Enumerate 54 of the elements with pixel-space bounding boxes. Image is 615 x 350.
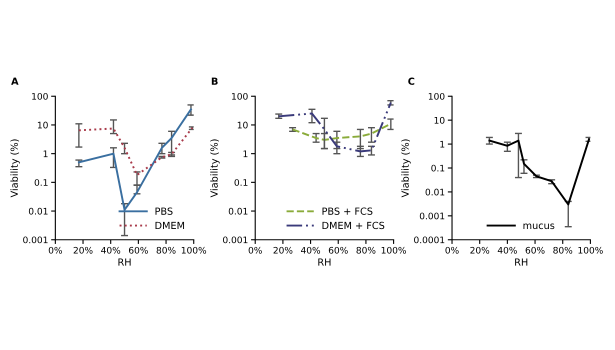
y-tick-label: 0.01 [28, 208, 48, 215]
x-axis-title: RH [118, 258, 131, 266]
x-tick-label: 100% [578, 246, 603, 254]
legend-label: DMEM [156, 222, 184, 229]
x-tick-label: 100% [382, 246, 406, 254]
y-tick-label: 10 [238, 122, 248, 129]
legend-label: mucus [523, 224, 554, 230]
x-tick-label: 40% [101, 246, 120, 254]
x-tick-label: 100% [182, 246, 206, 254]
y-tick-label: 0.001 [23, 236, 48, 244]
legend-label: PBS + FCS [322, 207, 372, 215]
y-tick-label: 100 [232, 92, 248, 100]
y-tick-label: 100 [32, 92, 48, 100]
x-tick-label: 20% [74, 246, 93, 254]
y-tick-label: 0.1 [234, 179, 248, 186]
x-tick-label: 80% [553, 246, 572, 254]
x-tick-label: 80% [156, 246, 176, 254]
y-tick-label: 0.1 [34, 179, 48, 186]
x-tick-label: 60% [128, 246, 148, 254]
x-tick-label: 40% [300, 246, 320, 254]
y-tick-label: 1 [244, 150, 248, 158]
x-tick-label: 0% [248, 246, 262, 254]
y-tick-label: 100 [428, 92, 444, 100]
legend-label: PBS [156, 207, 173, 215]
y-tick-label: 1 [44, 150, 48, 158]
x-tick-label: 0% [445, 246, 459, 254]
x-axis-title: RH [515, 258, 528, 266]
y-tick-label: 0.01 [228, 208, 248, 215]
line-series [78, 126, 194, 176]
x-tick-label: 20% [470, 246, 490, 254]
x-axis-title: RH [318, 258, 330, 266]
line-series [278, 102, 392, 152]
y-tick-label: 0.001 [420, 212, 444, 220]
legend-label: DMEM + FCS [322, 222, 384, 230]
y-tick-label: 0.01 [426, 188, 444, 196]
y-tick-label: 0.1 [431, 164, 444, 172]
text: C [408, 78, 414, 85]
y-axis-title: Viability (%) [210, 139, 220, 198]
x-tick-label: 20% [274, 246, 292, 254]
text: B [212, 78, 218, 85]
y-axis-title: Viability (%) [401, 139, 411, 198]
y-tick-label: 0.001 [223, 236, 248, 244]
x-tick-label: 60% [328, 246, 348, 254]
x-tick-label: 60% [526, 246, 545, 254]
y-axis-title: Viability (%) [10, 139, 20, 198]
x-tick-label: 0% [48, 246, 62, 254]
y-tick-label: 10 [434, 116, 444, 124]
y-tick-label: 0.0001 [414, 236, 444, 244]
line-series [488, 138, 590, 206]
y-tick-label: 1 [440, 140, 444, 148]
text: A [11, 78, 19, 85]
x-tick-label: 40% [498, 246, 517, 254]
x-tick-label: 80% [356, 246, 376, 254]
y-tick-label: 10 [38, 122, 48, 129]
